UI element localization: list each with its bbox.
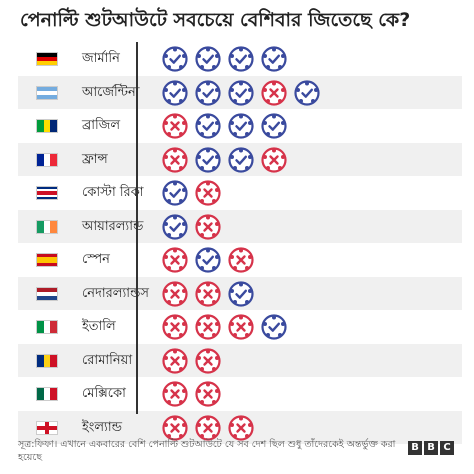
loss-ball-icon [162, 347, 188, 374]
country-label: আর্জেন্টিনা [82, 84, 140, 100]
chart-title: পেনাল্টি শুটআউটে সবচেয়ে বেশিবার জিতেছে … [20, 9, 411, 31]
country-label: ইতালি [82, 319, 116, 334]
loss-ball-icon [195, 280, 221, 307]
country-row-brazil: ব্রাজিল [18, 109, 462, 143]
win-ball-icon [228, 113, 254, 139]
loss-ball-icon [162, 146, 188, 173]
bbc-logo-letter: B [424, 441, 438, 455]
loss-ball-icon [195, 213, 221, 240]
win-ball-icon [228, 146, 254, 173]
win-ball-icon [162, 46, 188, 72]
shootout-results [162, 46, 287, 72]
win-ball-icon [261, 46, 287, 72]
shootout-results [162, 381, 221, 407]
loss-ball-icon [195, 381, 221, 407]
shootout-results [162, 213, 221, 240]
loss-ball-icon [228, 414, 254, 441]
axis-divider [136, 42, 138, 414]
loss-ball-icon [195, 347, 221, 374]
country-row-ireland: আয়ারল্যান্ড [18, 209, 462, 243]
shootout-results [162, 347, 221, 374]
country-label: ব্রাজিল [82, 118, 121, 133]
loss-ball-icon [162, 314, 188, 340]
country-row-romania: রোমানিয়া [18, 343, 462, 377]
country-label: আয়ারল্যান্ড [82, 218, 144, 234]
country-row-netherlands: নেদারল্যান্ডস [18, 276, 462, 310]
france-flag-icon [36, 152, 58, 167]
bbc-logo-letter: C [440, 441, 454, 455]
shootout-results [162, 79, 320, 106]
argentina-flag-icon [36, 85, 58, 100]
win-ball-icon [195, 79, 221, 106]
costa-rica-flag-icon [36, 186, 58, 200]
country-label: রোমানিয়া [82, 352, 133, 368]
country-row-costa-rica: কোস্টা রিকা [18, 176, 462, 210]
country-row-spain: স্পেন [18, 243, 462, 277]
country-label: জার্মানি [82, 51, 120, 66]
win-ball-icon [162, 180, 188, 206]
shootout-chart: জার্মানি আর্জেন্টিনা ব্রাজিল ফ্রান্স কোস্টা … [18, 42, 462, 444]
country-label: স্পেন [82, 252, 110, 267]
shootout-results [162, 113, 287, 139]
brazil-flag-icon [36, 119, 58, 133]
win-ball-icon [195, 46, 221, 72]
country-label: কোস্টা রিকা [82, 185, 144, 200]
win-ball-icon [195, 146, 221, 173]
loss-ball-icon [195, 414, 221, 441]
loss-ball-icon [228, 314, 254, 340]
win-ball-icon [162, 79, 188, 106]
win-ball-icon [195, 113, 221, 139]
loss-ball-icon [261, 146, 287, 173]
shootout-results [162, 180, 221, 206]
shootout-results [162, 314, 287, 340]
win-ball-icon [294, 79, 320, 106]
country-label: ইংল্যান্ড [82, 419, 122, 435]
netherlands-flag-icon [36, 286, 58, 301]
country-row-england: ইংল্যান্ড [18, 410, 462, 444]
loss-ball-icon [162, 113, 188, 139]
country-label: মেক্সিকো [82, 386, 126, 401]
loss-ball-icon [261, 79, 287, 106]
win-ball-icon [261, 314, 287, 340]
loss-ball-icon [162, 414, 188, 441]
loss-ball-icon [228, 247, 254, 273]
source-note: সূত্র:ফিফা। এখানে একবারের বেশি পেনাল্টি … [18, 439, 396, 463]
country-row-france: ফ্রান্স [18, 142, 462, 176]
country-label: ফ্রান্স [82, 151, 108, 167]
spain-flag-icon [36, 253, 58, 267]
country-row-germany: জার্মানি [18, 42, 462, 76]
italy-flag-icon [36, 320, 58, 334]
country-row-mexico: মেক্সিকো [18, 377, 462, 411]
ireland-flag-icon [36, 219, 58, 234]
country-label: নেদারল্যান্ডস [82, 285, 149, 301]
germany-flag-icon [36, 52, 58, 66]
shootout-results [162, 280, 254, 307]
shootout-results [162, 414, 254, 441]
bbc-logo-letter: B [408, 441, 422, 455]
win-ball-icon [261, 113, 287, 139]
win-ball-icon [195, 247, 221, 273]
mexico-flag-icon [36, 387, 58, 401]
loss-ball-icon [162, 280, 188, 307]
bbc-logo: B B C [408, 441, 454, 455]
win-ball-icon [228, 79, 254, 106]
shootout-results [162, 146, 287, 173]
win-ball-icon [228, 280, 254, 307]
loss-ball-icon [162, 247, 188, 273]
loss-ball-icon [195, 180, 221, 206]
england-flag-icon [36, 420, 58, 435]
country-row-italy: ইতালি [18, 310, 462, 344]
loss-ball-icon [195, 314, 221, 340]
win-ball-icon [228, 46, 254, 72]
country-row-argentina: আর্জেন্টিনা [18, 75, 462, 109]
win-ball-icon [162, 213, 188, 240]
loss-ball-icon [162, 381, 188, 407]
shootout-results [162, 247, 254, 273]
romania-flag-icon [36, 353, 58, 368]
